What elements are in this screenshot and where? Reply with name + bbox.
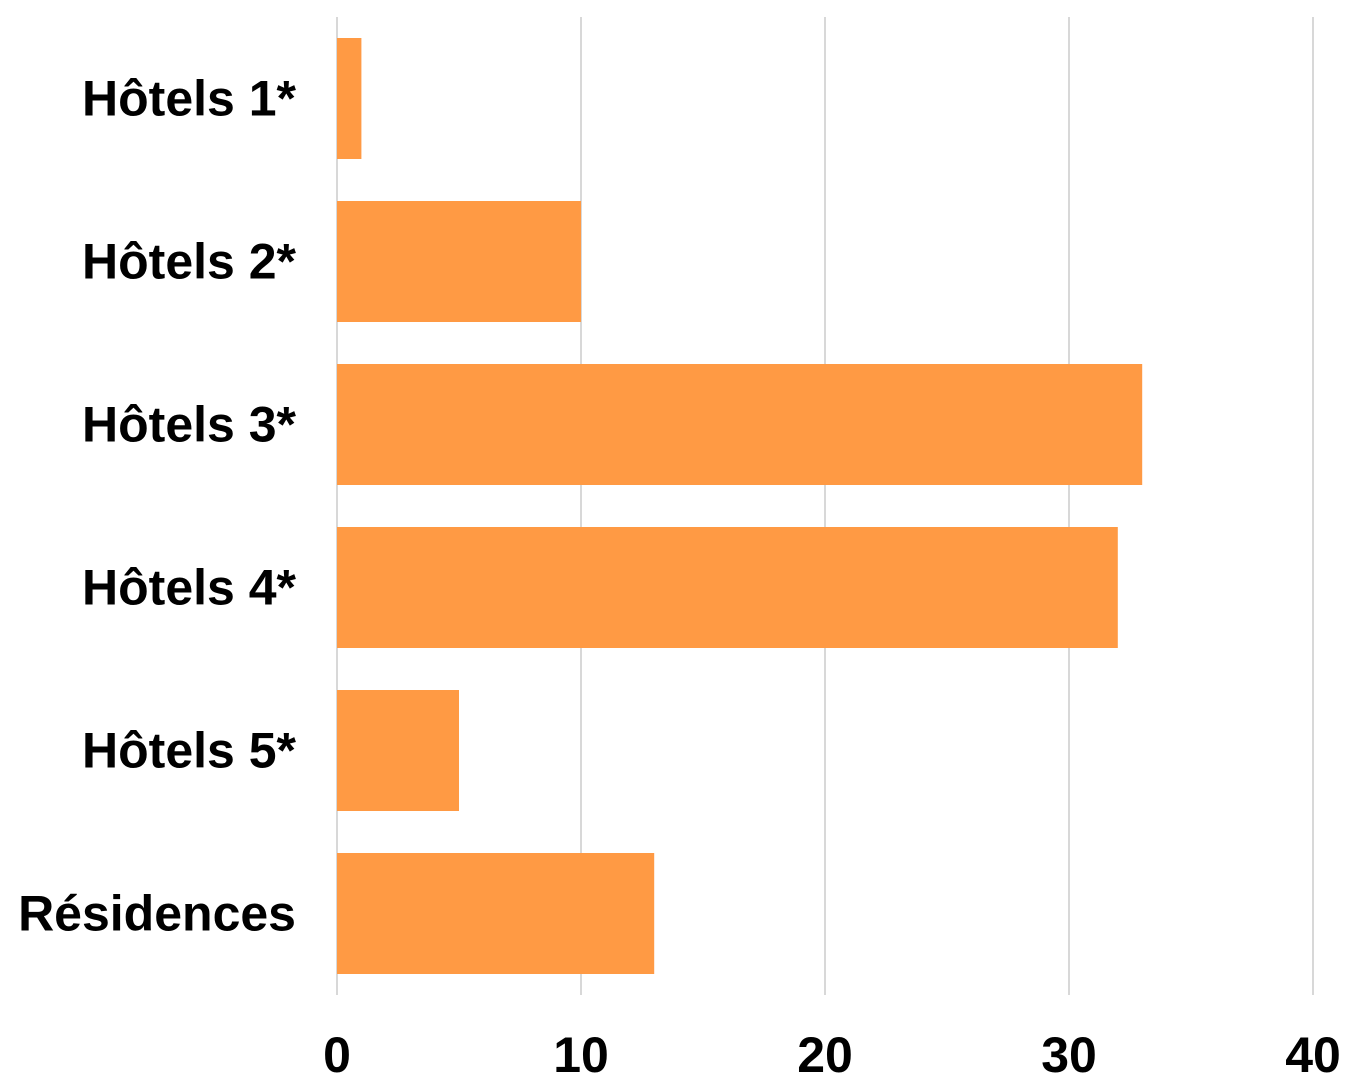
category-label: Hôtels 2*	[82, 234, 297, 290]
bars	[337, 38, 1143, 974]
category-label: Hôtels 1*	[82, 71, 297, 127]
category-label: Hôtels 3*	[82, 397, 297, 453]
category-label: Hôtels 4*	[82, 560, 297, 616]
bar-3	[337, 364, 1143, 485]
x-tick-label: 10	[553, 1027, 609, 1081]
bar-5	[337, 690, 459, 811]
bar-1	[337, 38, 362, 159]
bar-4	[337, 527, 1118, 648]
category-labels: Hôtels 1* Hôtels 2* Hôtels 3* Hôtels 4* Hôte…	[18, 71, 296, 942]
x-tick-label: 40	[1285, 1027, 1341, 1081]
x-tick-label: 30	[1041, 1027, 1097, 1081]
gridlines	[336, 17, 1314, 995]
x-tick-label: 20	[797, 1027, 853, 1081]
category-label: Hôtels 5*	[82, 723, 297, 779]
bar-2	[337, 201, 581, 322]
bar-6	[337, 853, 655, 974]
x-tick-label: 0	[323, 1027, 351, 1081]
x-axis-tick-labels: 0 10 20 30 40	[323, 1027, 1341, 1081]
category-label: Résidences	[18, 886, 296, 942]
